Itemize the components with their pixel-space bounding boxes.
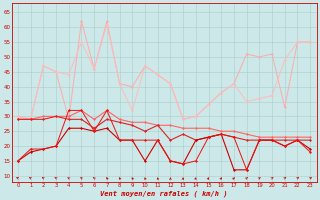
X-axis label: Vent moyen/en rafales ( km/h ): Vent moyen/en rafales ( km/h ) [100,190,228,197]
